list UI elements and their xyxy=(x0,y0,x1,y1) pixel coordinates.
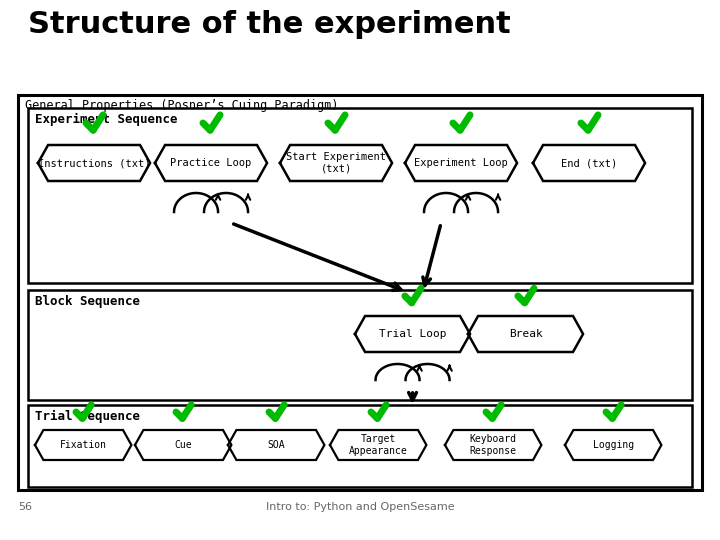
Polygon shape xyxy=(38,145,150,181)
Text: SOA: SOA xyxy=(267,440,285,450)
Text: Fixation: Fixation xyxy=(60,440,107,450)
Polygon shape xyxy=(228,430,325,460)
Polygon shape xyxy=(405,145,517,181)
Polygon shape xyxy=(330,430,426,460)
Polygon shape xyxy=(135,430,231,460)
Text: Keyboard
Response: Keyboard Response xyxy=(469,434,517,456)
Polygon shape xyxy=(445,430,541,460)
Text: Break: Break xyxy=(508,329,542,339)
Text: Instructions (txt): Instructions (txt) xyxy=(37,158,150,168)
Text: End (txt): End (txt) xyxy=(561,158,617,168)
Polygon shape xyxy=(565,430,662,460)
Text: Logging: Logging xyxy=(593,440,634,450)
Text: Intro to: Python and OpenSesame: Intro to: Python and OpenSesame xyxy=(266,502,454,512)
Text: Experiment Loop: Experiment Loop xyxy=(414,158,508,168)
Polygon shape xyxy=(35,430,132,460)
Bar xyxy=(18,95,702,490)
Bar xyxy=(28,290,692,400)
Polygon shape xyxy=(468,316,583,352)
Text: Start Experiment
(txt): Start Experiment (txt) xyxy=(286,152,386,174)
Text: Trial Sequence: Trial Sequence xyxy=(35,410,140,423)
Polygon shape xyxy=(533,145,645,181)
Bar xyxy=(28,405,692,487)
Text: Practice Loop: Practice Loop xyxy=(171,158,252,168)
Text: Experiment Sequence: Experiment Sequence xyxy=(35,113,178,126)
Text: Trial Loop: Trial Loop xyxy=(379,329,446,339)
Text: Target
Appearance: Target Appearance xyxy=(348,434,408,456)
Polygon shape xyxy=(155,145,267,181)
Text: Cue: Cue xyxy=(174,440,192,450)
Polygon shape xyxy=(355,316,470,352)
Text: Structure of the experiment: Structure of the experiment xyxy=(28,10,510,39)
Polygon shape xyxy=(280,145,392,181)
Text: General Properties (Posner’s Cuing Paradigm): General Properties (Posner’s Cuing Parad… xyxy=(25,99,338,112)
Text: Block Sequence: Block Sequence xyxy=(35,295,140,308)
Bar xyxy=(28,108,692,283)
Text: 56: 56 xyxy=(18,502,32,512)
